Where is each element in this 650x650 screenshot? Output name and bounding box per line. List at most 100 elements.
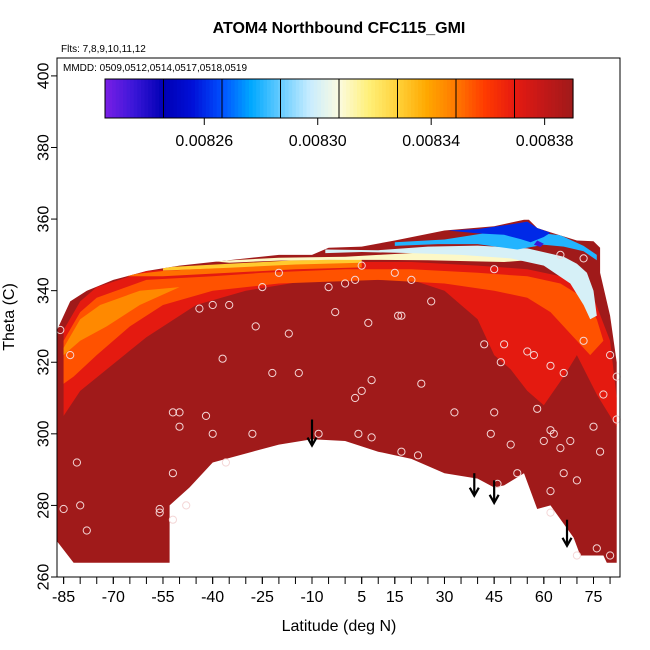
observation-point [546, 508, 555, 517]
colorbar-segment [317, 79, 322, 118]
observation-point [357, 386, 366, 395]
colorbar-segment [465, 79, 470, 118]
observation-point [251, 322, 260, 331]
observation-point [529, 351, 539, 360]
x-tick-label: -70 [102, 589, 125, 606]
colorbar-segment [403, 79, 408, 118]
colorbar-segment [331, 79, 336, 118]
colorbar-segment [432, 79, 437, 118]
field-region-upper-yellow [163, 259, 362, 271]
observation-point [284, 329, 293, 338]
colorbar-segment [202, 79, 207, 118]
colorbar-segment [328, 79, 333, 118]
colorbar-segment [169, 79, 174, 118]
observation-point [592, 544, 601, 553]
colorbar-segment [393, 79, 398, 118]
colorbar-segment [126, 79, 131, 118]
colorbar-segment [213, 79, 218, 118]
colorbar-tick-label: 0.00838 [516, 133, 574, 150]
colorbar-segment [148, 79, 153, 118]
colorbar-segment [540, 79, 545, 118]
observation-point [168, 515, 177, 524]
x-tick-label: 30 [436, 589, 454, 606]
y-tick-label: 320 [36, 349, 53, 376]
colorbar-segment [267, 79, 272, 118]
colorbar-segment [375, 79, 380, 118]
colorbar-segment [141, 79, 146, 118]
colorbar-segment [519, 79, 524, 118]
observation-point [364, 318, 373, 327]
observation-point [559, 469, 568, 478]
observation-point [351, 275, 360, 284]
colorbar-segment [195, 79, 200, 118]
colorbar-segment [468, 79, 473, 118]
y-tick-label: 360 [35, 206, 52, 233]
colorbar-segment [425, 79, 430, 118]
observation-point [397, 447, 406, 456]
colorbar-segment [497, 79, 502, 118]
observation-point [221, 458, 230, 467]
colorbar-segment [418, 79, 423, 118]
colorbar-segment [562, 79, 567, 118]
observation-point [539, 436, 548, 446]
observation-point [155, 504, 164, 514]
colorbar-segment [299, 79, 304, 118]
observation-point [572, 476, 582, 485]
colorbar-segment [414, 79, 419, 118]
colorbar-segment [353, 79, 358, 118]
colorbar-segment [137, 79, 142, 118]
observation-point [274, 268, 283, 277]
observation-point [155, 508, 164, 517]
colorbar-segment [501, 79, 506, 118]
colorbar-segment [173, 79, 178, 118]
observation-point [490, 408, 499, 417]
observation-point [168, 408, 177, 417]
observation-point [549, 429, 558, 438]
observation-point [168, 469, 177, 478]
colorbar-segment [227, 79, 232, 118]
colorbar-segment [324, 79, 329, 118]
observation-point [218, 354, 227, 363]
observation-point [268, 368, 277, 378]
colorbar-segment [508, 79, 513, 118]
arrow-marker [468, 473, 480, 498]
colorbar-segment [421, 79, 426, 118]
colorbar-segment [241, 79, 246, 118]
colorbar-segment [364, 79, 369, 118]
colorbar-segment [259, 79, 264, 118]
x-axis: -85 -70 -55 -40 -25 -10 5 15 30 45 60 75 [52, 577, 611, 606]
dates-subtitle: MMDD: 0509,0512,0514,0517,0518,0519 [63, 63, 247, 74]
observation-point [258, 283, 267, 292]
colorbar-segment [108, 79, 113, 118]
colorbar-segment [303, 79, 308, 118]
colorbar-segment [472, 79, 477, 118]
y-tick-label: 280 [36, 492, 53, 519]
colorbar-segment [285, 79, 290, 118]
colorbar-segment [162, 79, 167, 118]
observation-point [201, 411, 211, 420]
colorbar-frame [104, 78, 574, 119]
colorbar-segment [443, 79, 448, 118]
observation-point [76, 501, 85, 510]
colorbar-segment [321, 79, 326, 118]
y-axis: 260 280 300 320 340 360 380 400 [35, 62, 57, 590]
colorbar-segment [457, 79, 462, 118]
observation-point [341, 279, 350, 288]
colorbar-segment [429, 79, 434, 118]
x-tick-label: 15 [386, 589, 404, 606]
y-tick-label: 260 [36, 564, 53, 591]
colorbar-segment [522, 79, 527, 118]
colorbar-segment [483, 79, 488, 118]
colorbar-segment [396, 79, 401, 118]
observation-point [175, 422, 184, 431]
colorbar-segment [439, 79, 444, 118]
colorbar-segment [515, 79, 520, 118]
observation-point [500, 340, 509, 349]
observation-point [450, 408, 459, 417]
colorbar-segment [349, 79, 354, 118]
observation-point [533, 404, 542, 413]
colorbar-segment [529, 79, 534, 118]
colorbar-segment [306, 79, 311, 118]
colorbar-segment [191, 79, 196, 118]
